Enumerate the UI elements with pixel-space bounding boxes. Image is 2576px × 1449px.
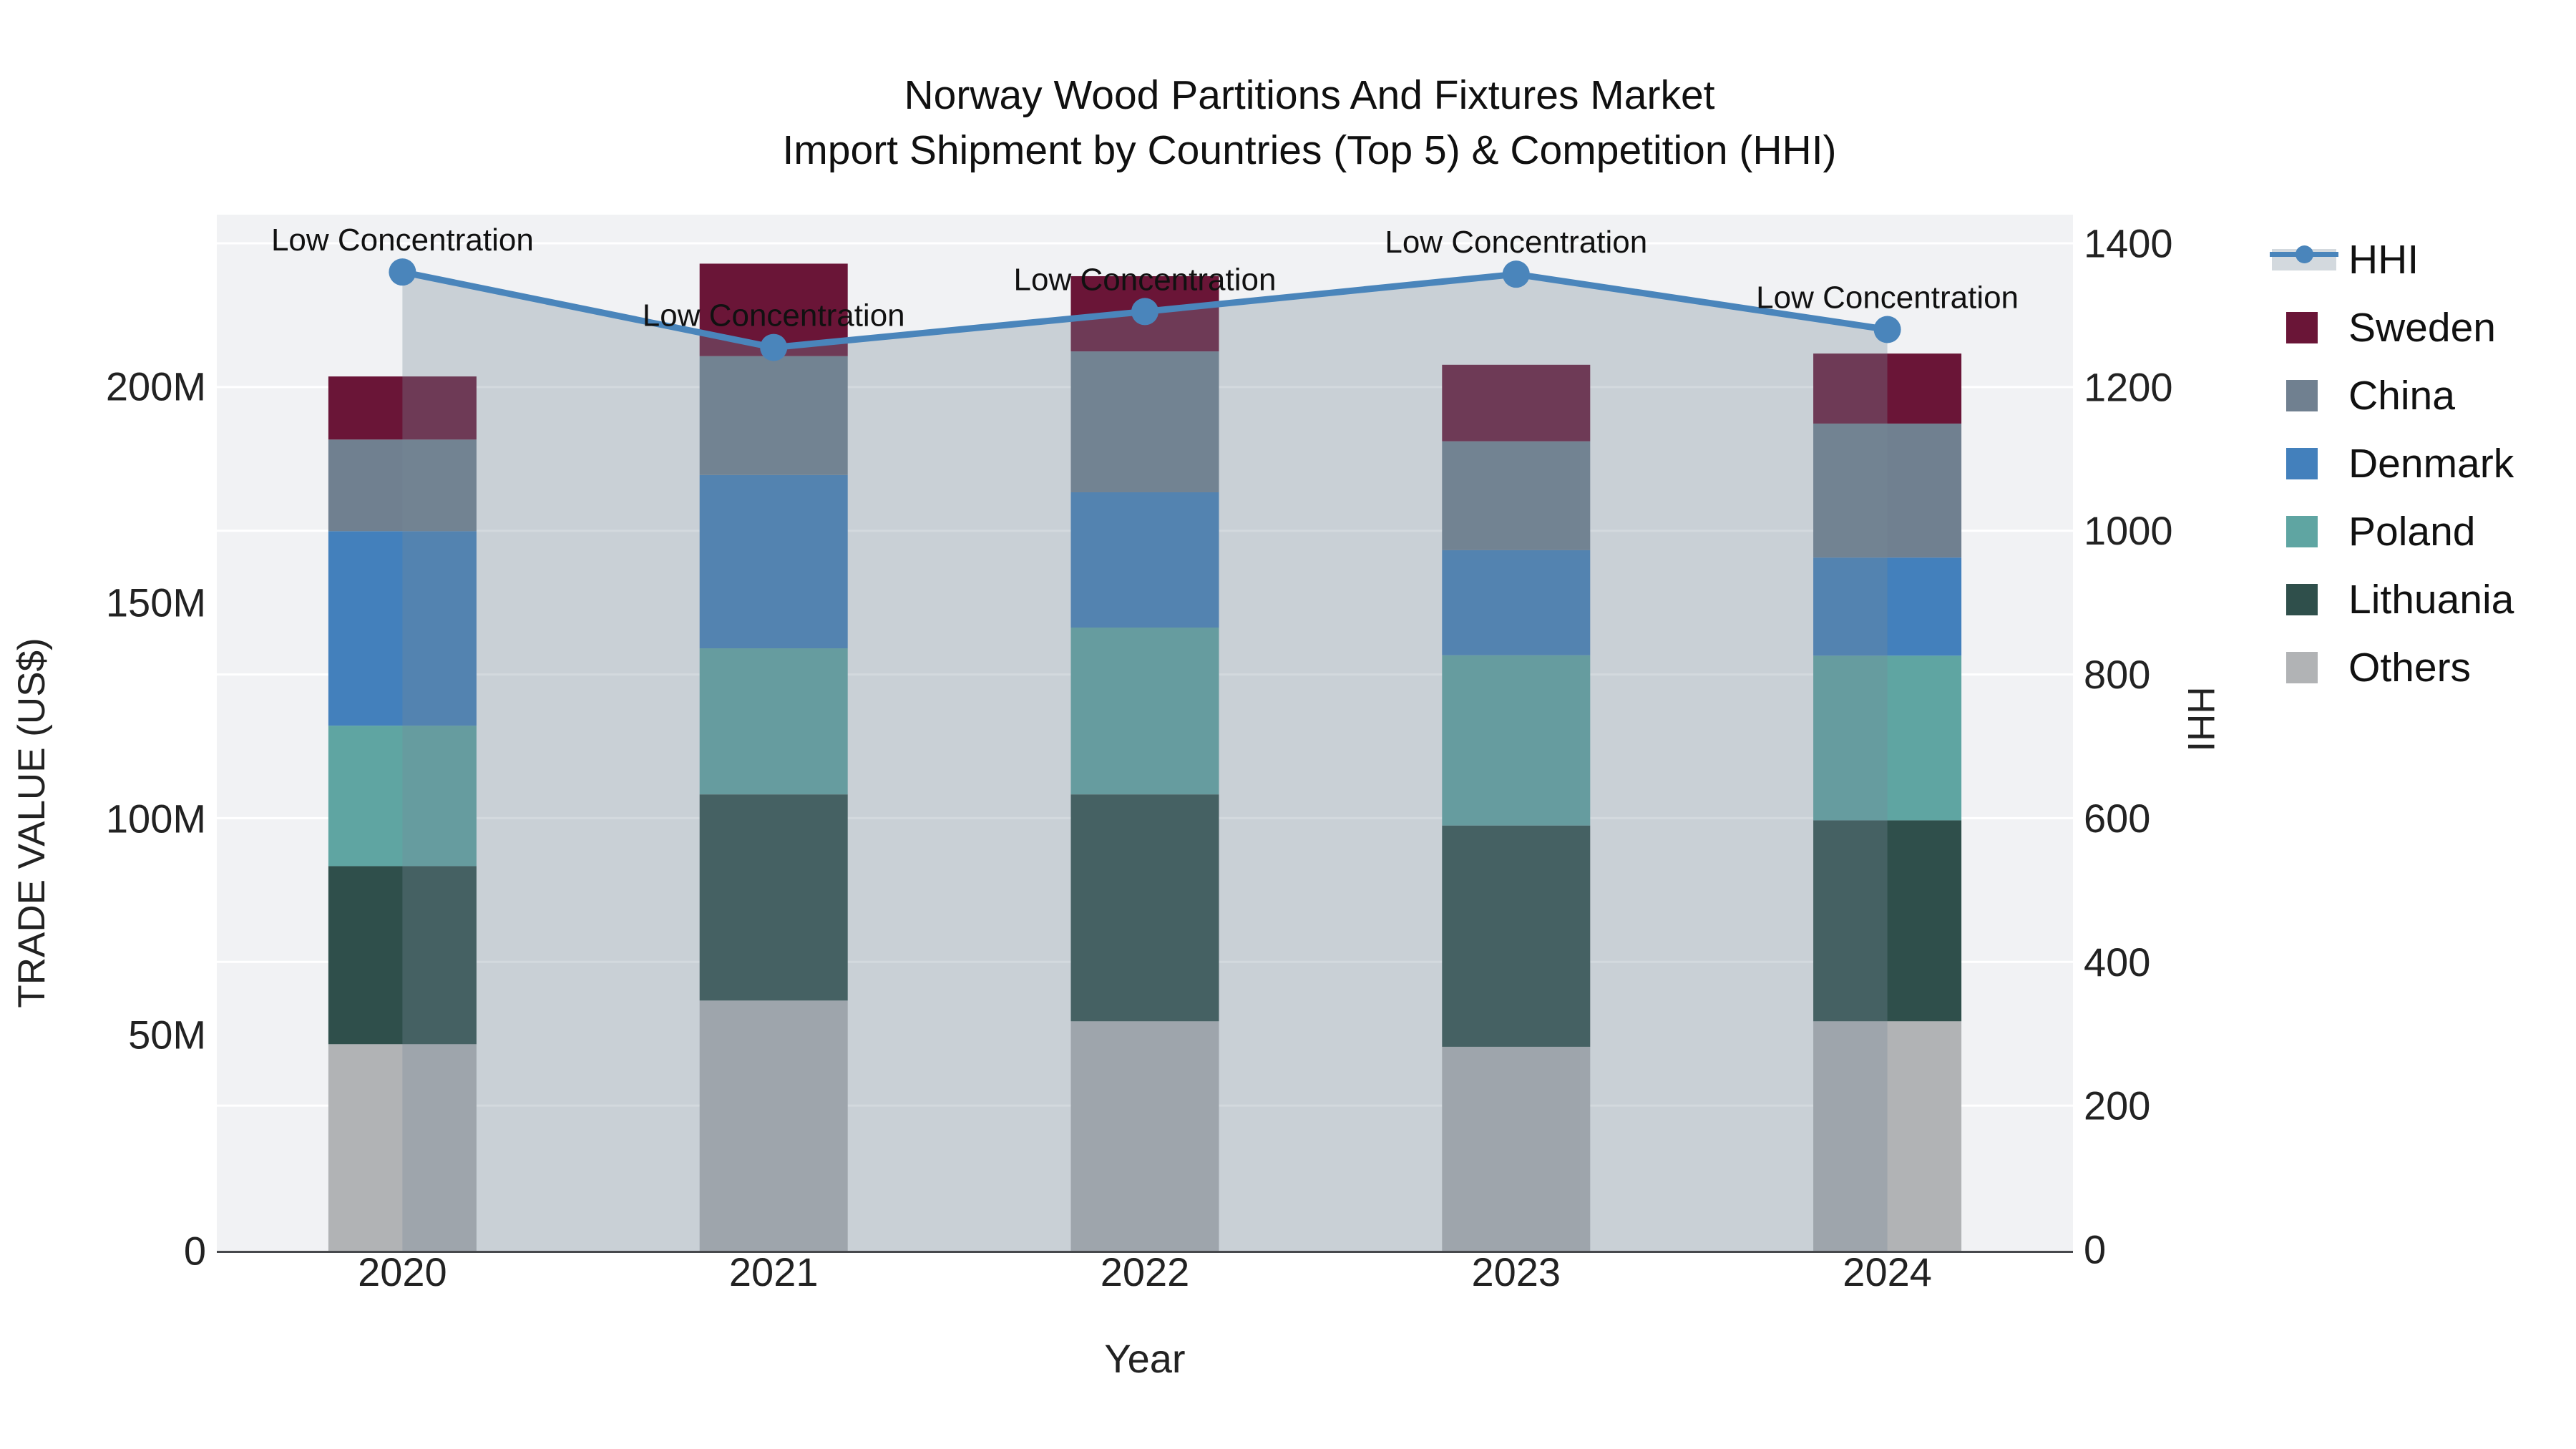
y-left-axis-title: TRADE VALUE (US$): [11, 638, 53, 1008]
bar-segment-2020-sweden[interactable]: [328, 376, 477, 440]
bar-segment-2024-lithuania[interactable]: [1813, 820, 1962, 1022]
bar-segment-2020-poland[interactable]: [328, 726, 477, 867]
annotation-low-concentration: Low Concentration: [643, 298, 905, 333]
chart-title: Norway Wood Partitions And Fixtures Mark…: [0, 68, 2576, 178]
legend-label: HHI: [2348, 237, 2419, 283]
annotation-low-concentration: Low Concentration: [1014, 262, 1277, 297]
legend-item-lithuania[interactable]: Lithuania: [2272, 577, 2514, 623]
bar-segment-2022-china[interactable]: [1070, 351, 1219, 492]
legend-label: Sweden: [2348, 305, 2496, 351]
legend-item-sweden[interactable]: Sweden: [2272, 305, 2514, 351]
y-right-tick-label: 200: [2084, 1083, 2150, 1128]
hhi-marker-2020[interactable]: [389, 258, 416, 286]
y-left-tick-label: 0: [184, 1229, 206, 1274]
legend-label: China: [2348, 373, 2455, 419]
y-right-tick-label: 1400: [2084, 220, 2173, 265]
y-left-tick-label: 150M: [106, 580, 206, 625]
annotation-low-concentration: Low Concentration: [271, 223, 534, 258]
bar-segment-2020-denmark[interactable]: [328, 531, 477, 726]
legend-item-denmark[interactable]: Denmark: [2272, 441, 2514, 487]
bar-segment-2020-china[interactable]: [328, 439, 477, 532]
y-left-tick-label: 50M: [128, 1013, 206, 1058]
legend-label: Poland: [2348, 509, 2476, 555]
bar-segment-2020-lithuania[interactable]: [328, 866, 477, 1045]
legend-item-poland[interactable]: Poland: [2272, 509, 2514, 555]
bar-segment-2023-poland[interactable]: [1442, 655, 1591, 826]
y-right-tick-label: 800: [2084, 652, 2150, 697]
legend: HHI Sweden China Denmark Poland Lithuania Othe…: [2270, 237, 2514, 691]
bar-segment-2020-others[interactable]: [328, 1044, 477, 1251]
legend-item-hhi[interactable]: HHI: [2270, 237, 2514, 283]
legend-label: Denmark: [2348, 441, 2514, 487]
x-tick-label-2020: 2020: [358, 1249, 447, 1294]
bar-segment-2022-others[interactable]: [1070, 1021, 1219, 1251]
bar-segment-2024-sweden[interactable]: [1813, 353, 1962, 424]
annotation-low-concentration: Low Concentration: [1385, 225, 1647, 260]
bar-segment-2024-others[interactable]: [1813, 1021, 1962, 1251]
bar-segment-2024-denmark[interactable]: [1813, 557, 1962, 656]
bar-segment-2021-denmark[interactable]: [699, 474, 848, 649]
annotation-low-concentration: Low Concentration: [1756, 280, 2019, 316]
bar-segment-2024-poland[interactable]: [1813, 655, 1962, 821]
bar-segment-2022-poland[interactable]: [1070, 628, 1219, 795]
hhi-marker-2024[interactable]: [1873, 316, 1901, 343]
chart-title-line2: Import Shipment by Countries (Top 5) & C…: [782, 127, 1837, 173]
x-tick-label-2021: 2021: [729, 1249, 819, 1294]
legend-label: Lithuania: [2348, 577, 2514, 623]
chart-title-line1: Norway Wood Partitions And Fixtures Mark…: [904, 72, 1715, 118]
legend-label: Others: [2348, 645, 2472, 691]
poland-legend-swatch: [2286, 516, 2318, 547]
y-right-axis-title: HHI: [2180, 686, 2222, 751]
y-right-tick-label: 600: [2084, 796, 2150, 841]
hhi-marker-2023[interactable]: [1502, 260, 1530, 288]
bar-segment-2021-lithuania[interactable]: [699, 794, 848, 1001]
bar-segment-2022-denmark[interactable]: [1070, 492, 1219, 628]
hhi-legend-swatch: [2270, 245, 2338, 270]
china-legend-swatch: [2286, 380, 2318, 411]
denmark-legend-swatch: [2286, 448, 2318, 479]
others-legend-swatch: [2286, 652, 2318, 683]
legend-item-china[interactable]: China: [2272, 373, 2514, 419]
hhi-marker-icon: [2296, 245, 2313, 263]
legend-item-others[interactable]: Others: [2272, 645, 2514, 691]
x-tick-label-2023: 2023: [1472, 1249, 1561, 1294]
bar-segment-2021-poland[interactable]: [699, 648, 848, 795]
bar-segment-2023-lithuania[interactable]: [1442, 825, 1591, 1047]
bar-segment-2023-denmark[interactable]: [1442, 550, 1591, 655]
x-axis-title: Year: [1104, 1336, 1185, 1381]
bar-segment-2021-china[interactable]: [699, 356, 848, 475]
y-left-tick-label: 200M: [106, 364, 206, 409]
hhi-marker-2021[interactable]: [760, 333, 788, 361]
hhi-area-fill: [402, 272, 1888, 1252]
lithuania-legend-swatch: [2286, 584, 2318, 615]
x-tick-label-2022: 2022: [1101, 1249, 1190, 1294]
y-right-tick-label: 1200: [2084, 364, 2173, 409]
bar-segment-2024-china[interactable]: [1813, 423, 1962, 558]
sweden-legend-swatch: [2286, 312, 2318, 343]
bar-segment-2023-others[interactable]: [1442, 1046, 1591, 1251]
bar-segment-2022-lithuania[interactable]: [1070, 794, 1219, 1022]
hhi-marker-2022[interactable]: [1131, 298, 1158, 326]
bar-segment-2023-china[interactable]: [1442, 441, 1591, 550]
y-left-tick-label: 100M: [106, 796, 206, 841]
y-right-tick-label: 0: [2084, 1227, 2106, 1272]
x-tick-label-2024: 2024: [1843, 1249, 1932, 1294]
bar-segment-2021-others[interactable]: [699, 1000, 848, 1251]
bar-segment-2023-sweden[interactable]: [1442, 364, 1591, 441]
y-right-tick-label: 1000: [2084, 508, 2173, 553]
y-right-tick-label: 400: [2084, 940, 2150, 985]
